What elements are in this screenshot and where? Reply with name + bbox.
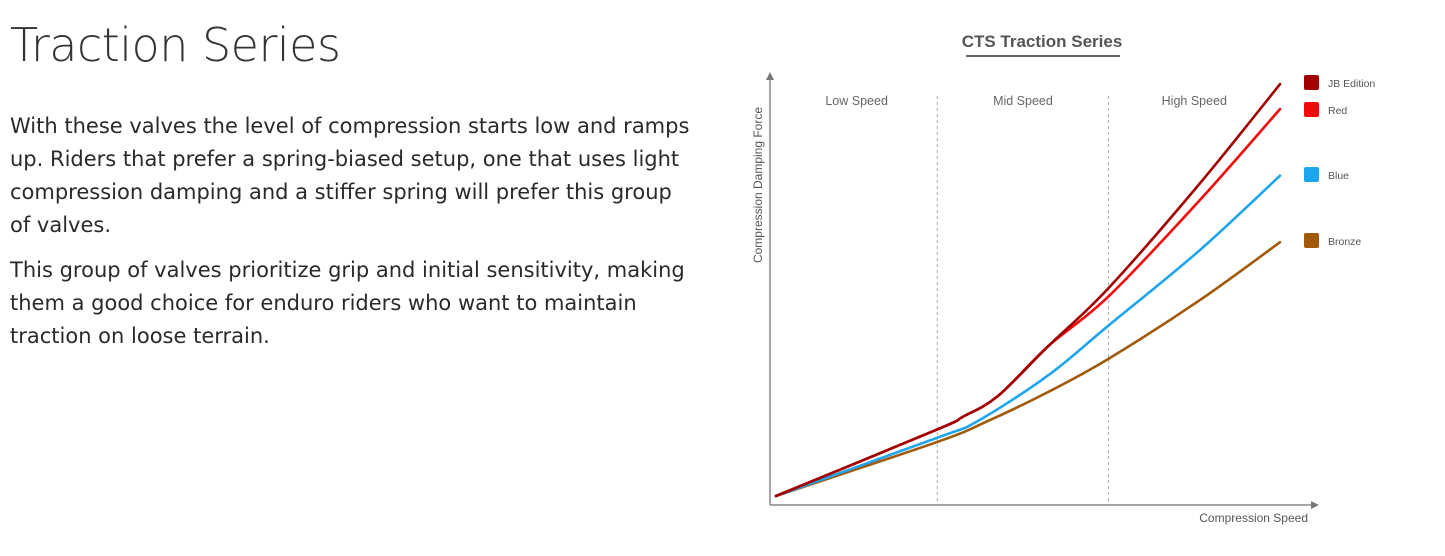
series-line-red <box>774 107 1282 498</box>
y-axis-arrow <box>766 72 774 80</box>
damping-chart: CTS Traction Series Compression Damping … <box>751 32 1375 525</box>
legend-swatch <box>1304 102 1319 117</box>
legend-item: Blue <box>1304 167 1349 182</box>
legend-label: JB Edition <box>1328 78 1375 90</box>
legend-item: JB Edition <box>1304 75 1375 90</box>
region-label: High Speed <box>1162 94 1227 108</box>
series-line-bronze <box>774 240 1282 498</box>
legend-label: Red <box>1328 105 1347 117</box>
legend-label: Bronze <box>1328 236 1361 248</box>
description-paragraph: With these valves the level of compressi… <box>10 114 690 237</box>
region-label: Low Speed <box>825 94 888 108</box>
legend-item: Red <box>1304 102 1347 117</box>
x-axis-arrow <box>1311 501 1319 509</box>
legend-label: Blue <box>1328 170 1349 182</box>
series-line-jb-edition <box>774 82 1282 498</box>
legend-swatch <box>1304 167 1319 182</box>
x-axis-label: Compression Speed <box>1199 511 1308 525</box>
series-line-blue <box>774 174 1282 498</box>
chart-title: CTS Traction Series <box>962 32 1123 51</box>
axes: Compression Damping Force Compression Sp… <box>751 72 1319 525</box>
description-paragraph: This group of valves prioritize grip and… <box>10 258 685 348</box>
text-section: Traction Series With these valves the le… <box>10 18 690 365</box>
legend-swatch <box>1304 233 1319 248</box>
region-label: Mid Speed <box>993 94 1053 108</box>
legend-swatch <box>1304 75 1319 90</box>
y-axis-label: Compression Damping Force <box>751 107 765 263</box>
page-title: Traction Series <box>10 18 341 72</box>
legend-item: Bronze <box>1304 233 1361 248</box>
